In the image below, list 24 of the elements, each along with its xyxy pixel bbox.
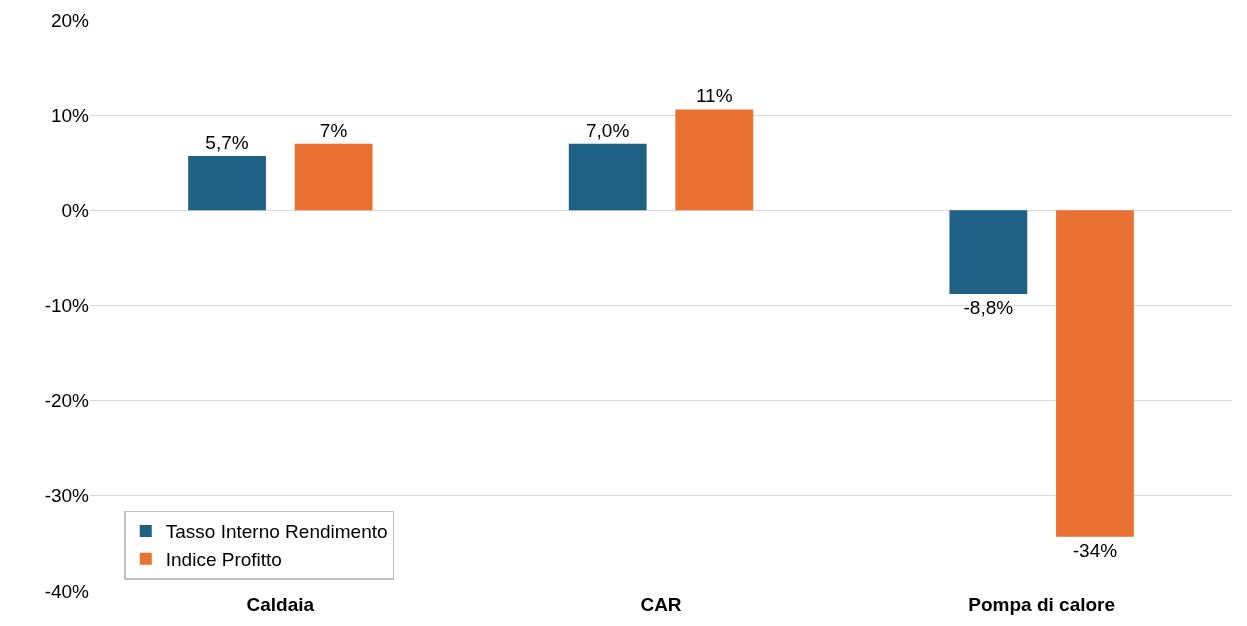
x-tick-label: Pompa di calore <box>968 594 1116 615</box>
bar <box>949 210 1028 295</box>
bar <box>675 109 754 211</box>
bar <box>188 156 266 211</box>
x-tick-label: CAR <box>640 594 682 615</box>
legend-label: Tasso Interno Rendimento <box>165 521 388 543</box>
y-tick-label: -10% <box>44 295 90 317</box>
y-tick-label: 10% <box>50 104 90 126</box>
y-tick-label: 20% <box>50 9 90 31</box>
legend-label: Indice Profitto <box>165 549 282 571</box>
x-tick-label: Caldaia <box>246 594 315 615</box>
y-tick-label: 0% <box>61 199 90 221</box>
data-label: 5,7% <box>205 132 249 154</box>
data-label: 7,0% <box>586 119 630 141</box>
data-label: -34% <box>1072 539 1118 561</box>
bar <box>1056 210 1134 537</box>
y-tick-label: -30% <box>44 485 90 507</box>
data-label: 7% <box>319 119 348 141</box>
data-label: 11% <box>695 85 733 107</box>
bar <box>568 143 647 211</box>
data-label: -8,8% <box>963 297 1014 319</box>
y-tick-label: -40% <box>44 580 90 602</box>
bar <box>294 143 373 211</box>
y-tick-label: -20% <box>44 390 90 412</box>
